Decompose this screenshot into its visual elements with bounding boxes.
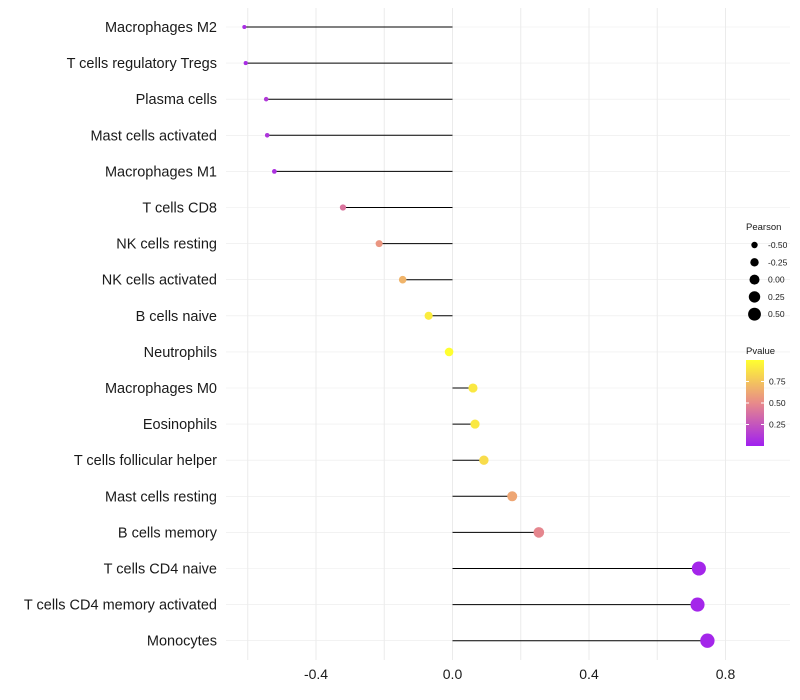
category-label: T cells CD4 naive bbox=[104, 562, 217, 578]
size-legend-label: 0.50 bbox=[768, 309, 785, 319]
data-point bbox=[264, 133, 270, 138]
size-legend-label: -0.25 bbox=[768, 257, 788, 267]
size-legend-key bbox=[748, 291, 761, 303]
data-point bbox=[691, 561, 706, 576]
category-label: Mast cells activated bbox=[90, 128, 217, 144]
data-point bbox=[690, 597, 705, 612]
color-legend-bar bbox=[746, 360, 764, 446]
color-legend: Pvalue 0.75 0.50 0.25 bbox=[746, 346, 786, 446]
size-legend-label: 0.25 bbox=[768, 292, 785, 302]
data-point bbox=[242, 24, 247, 30]
category-label: NK cells activated bbox=[102, 273, 217, 289]
data-point bbox=[243, 61, 248, 66]
data-point bbox=[339, 204, 347, 211]
data-point bbox=[375, 240, 383, 248]
color-legend-label: 0.75 bbox=[769, 377, 786, 387]
category-label: NK cells resting bbox=[116, 237, 217, 253]
size-legend-key bbox=[751, 241, 758, 249]
color-legend-title: Pvalue bbox=[746, 346, 775, 357]
points bbox=[242, 24, 715, 648]
category-label: Macrophages M2 bbox=[105, 20, 217, 36]
size-legend-label: -0.50 bbox=[768, 240, 788, 250]
data-point bbox=[507, 491, 518, 502]
data-point bbox=[470, 419, 480, 429]
x-tick-label: 0.4 bbox=[579, 666, 599, 682]
category-label: T cells CD4 memory activated bbox=[24, 598, 217, 614]
data-point bbox=[444, 347, 454, 357]
size-legend-label: 0.00 bbox=[768, 275, 785, 285]
category-label: T cells CD8 bbox=[142, 201, 217, 217]
category-labels: Macrophages M2 T cells regulatory Tregs Pl… bbox=[24, 20, 218, 650]
size-legend-key bbox=[750, 258, 759, 267]
data-point bbox=[263, 96, 269, 102]
category-label: T cells follicular helper bbox=[74, 453, 217, 469]
size-legend-key bbox=[749, 274, 760, 285]
x-tick-label: 0.8 bbox=[716, 666, 736, 682]
category-label: B cells memory bbox=[118, 525, 218, 541]
category-label: Eosinophils bbox=[143, 417, 217, 433]
size-legend-title: Pearson bbox=[746, 222, 781, 233]
data-point bbox=[479, 455, 489, 465]
x-tick-label: 0.0 bbox=[443, 666, 463, 682]
data-point bbox=[398, 275, 407, 284]
data-point bbox=[424, 311, 433, 320]
category-label: Mast cells resting bbox=[105, 489, 217, 505]
category-label: Neutrophils bbox=[144, 345, 217, 361]
category-label: Plasma cells bbox=[136, 92, 217, 108]
category-label: Macrophages M0 bbox=[105, 381, 217, 397]
color-legend-label: 0.50 bbox=[769, 398, 786, 408]
x-axis-tick-labels: -0.4 0.0 0.4 0.8 bbox=[304, 666, 736, 682]
data-point bbox=[533, 527, 545, 538]
stems bbox=[244, 26, 708, 642]
category-label: T cells regulatory Tregs bbox=[67, 56, 217, 72]
x-tick-label: -0.4 bbox=[304, 666, 328, 682]
grid-lines bbox=[226, 8, 790, 660]
size-legend: Pearson -0.50 -0.25 0.00 0.25 0.50 bbox=[746, 222, 788, 321]
category-label: Macrophages M1 bbox=[105, 164, 217, 180]
category-label: B cells naive bbox=[136, 309, 217, 325]
size-legend-key bbox=[748, 307, 761, 321]
color-legend-label: 0.25 bbox=[769, 420, 786, 430]
data-point bbox=[271, 169, 277, 174]
data-point bbox=[468, 383, 478, 393]
data-point bbox=[700, 633, 715, 648]
category-label: Monocytes bbox=[147, 634, 217, 650]
